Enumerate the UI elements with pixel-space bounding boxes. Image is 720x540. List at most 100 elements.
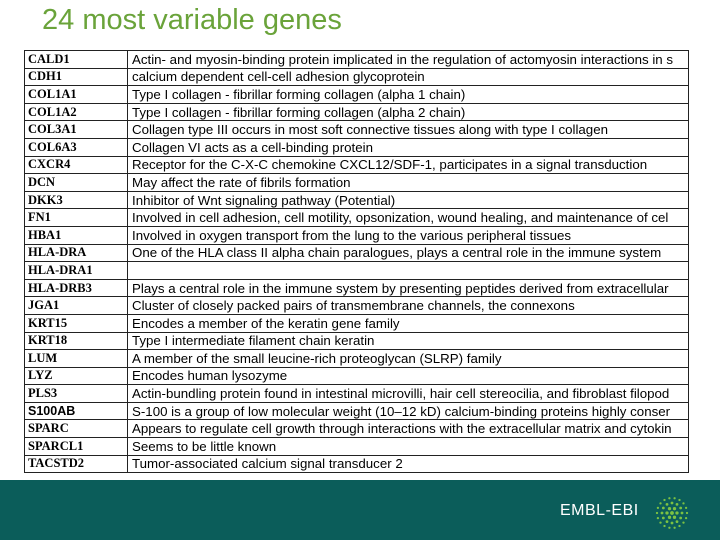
table-row: SPARCL1 Seems to be little known [24,437,689,456]
logo-dot [684,516,688,520]
logo-dot [672,515,677,519]
table-row: PLS3 Actin-bundling protein found in inte… [24,384,689,403]
table-row: FN1 Involved in cell adhesion, cell motil… [24,208,689,227]
logo-dot [675,502,679,506]
gene-description-cell: Type I collagen - fibrillar forming coll… [127,85,689,104]
logo-dot [673,526,676,529]
logo-dot [659,502,662,505]
logo-dot [667,515,672,519]
logo-dot [668,526,671,529]
table-row: S100AB S-100 is a group of low molecular … [24,401,689,421]
gene-symbol-cell: CDH1 [24,67,128,87]
table-row: COL1A2 Type I collagen - fibrillar formin… [24,102,689,122]
slide-title: 24 most variable genes [42,4,342,36]
gene-symbol-cell: COL1A2 [24,102,128,122]
logo-dot [675,520,679,524]
footer-brand-text: EMBL-EBI [560,502,639,519]
gene-description-cell: Involved in cell adhesion, cell motility… [127,208,689,227]
gene-symbol-cell: KRT15 [24,313,128,333]
gene-symbol-cell: COL3A1 [24,120,128,139]
gene-symbol-cell: COL6A3 [24,137,128,157]
table-row: JGA1 Cluster of closely packed pairs of t… [24,296,689,315]
gene-description-cell: Type I collagen - fibrillar forming coll… [127,102,689,122]
logo-dot [685,511,689,515]
gene-description-cell: Receptor for the C-X-C chemokine CXCL12/… [127,155,689,175]
table-row: KRT18 Type I intermediate filament chain … [24,331,689,351]
logo-dot [661,506,665,510]
gene-symbol-cell: CALD1 [24,50,128,69]
gene-symbol-cell: LUM [24,349,128,368]
embl-ebi-logo-icon [655,497,689,529]
logo-dot [659,521,662,524]
table-row: SPARC Appears to regulate cell growth thr… [24,419,689,439]
logo-dot [679,506,683,510]
gene-description-cell: Tumor-associated calcium signal transduc… [127,454,689,474]
gene-symbol-cell: TACSTD2 [24,454,128,474]
gene-symbol-cell: DCN [24,173,128,192]
gene-description-cell: Type I intermediate filament chain kerat… [127,331,689,351]
gene-description-cell: Collagen type III occurs in most soft co… [127,120,689,139]
logo-dot [656,506,660,510]
table-row: LYZ Encodes human lysozyme [24,366,689,386]
logo-dot [684,506,688,510]
logo-dot [668,497,671,500]
logo-dot [680,511,684,515]
gene-symbol-cell: DKK3 [24,190,128,210]
gene-description-cell: calcium dependent cell-cell adhesion gly… [127,67,689,87]
gene-symbol-cell: HLA-DRB3 [24,278,128,298]
gene-symbol-cell: FN1 [24,208,128,227]
logo-dot [663,524,666,528]
gene-description-cell: Plays a central role in the immune syste… [127,278,689,298]
table-row: TACSTD2 Tumor-associated calcium signal t… [24,454,689,474]
gene-description-cell: A member of the small leucine-rich prote… [127,349,689,368]
gene-description-cell: Seems to be little known [127,437,689,456]
logo-dot [678,498,681,502]
logo-dot [665,511,669,515]
logo-dot [661,516,665,520]
gene-table-body: CALD1 Actin- and myosin-binding protein i… [24,50,689,474]
table-row: LUM A member of the small leucine-rich pr… [24,349,689,368]
gene-symbol-cell: KRT18 [24,331,128,351]
table-row: HLA-DRB3 Plays a central role in the immu… [24,278,689,298]
table-row: KRT15 Encodes a member of the keratin gen… [24,313,689,333]
gene-symbol-cell: SPARCL1 [24,437,128,456]
table-row: HLA-DRA1 [24,261,689,280]
table-row: DCN May affect the rate of fibrils format… [24,173,689,192]
table-row: HLA-DRA One of the HLA class II alpha cha… [24,243,689,263]
logo-dot [672,507,677,511]
logo-dot [660,511,664,515]
gene-description-cell: Encodes human lysozyme [127,366,689,386]
logo-dot [667,507,672,511]
gene-table: CALD1 Actin- and myosin-binding protein i… [24,50,689,474]
table-row: COL3A1 Collagen type III occurs in most s… [24,120,689,139]
gene-symbol-cell: SPARC [24,419,128,439]
gene-description-cell: Actin- and myosin-binding protein implic… [127,50,689,69]
logo-dot [665,502,669,506]
footer-bar [0,480,720,540]
gene-description-cell: Involved in oxygen transport from the lu… [127,225,689,245]
gene-symbol-cell: LYZ [24,366,128,386]
logo-dot [663,498,666,502]
gene-description-cell: Cluster of closely packed pairs of trans… [127,296,689,315]
table-row: CXCR4 Receptor for the C-X-C chemokine CX… [24,155,689,175]
logo-dot [679,516,683,520]
gene-description-cell [127,261,689,280]
gene-symbol-cell: HLA-DRA1 [24,261,128,280]
logo-dot [673,497,676,500]
gene-symbol-cell: COL1A1 [24,85,128,104]
logo-dot [682,502,685,505]
gene-symbol-cell: JGA1 [24,296,128,315]
logo-dot [675,511,679,515]
gene-description-cell: Appears to regulate cell growth through … [127,419,689,439]
gene-symbol-cell: HLA-DRA [24,243,128,263]
gene-description-cell: S-100 is a group of low molecular weight… [127,401,689,421]
logo-dot [670,511,674,515]
gene-description-cell: Encodes a member of the keratin gene fam… [127,313,689,333]
gene-description-cell: Actin-bundling protein found in intestin… [127,384,689,403]
table-row: HBA1 Involved in oxygen transport from th… [24,225,689,245]
logo-dot [655,511,659,515]
logo-dot [670,501,674,505]
logo-dot [656,516,660,520]
gene-symbol-cell: PLS3 [24,384,128,403]
table-row: CDH1 calcium dependent cell-cell adhesion… [24,67,689,87]
